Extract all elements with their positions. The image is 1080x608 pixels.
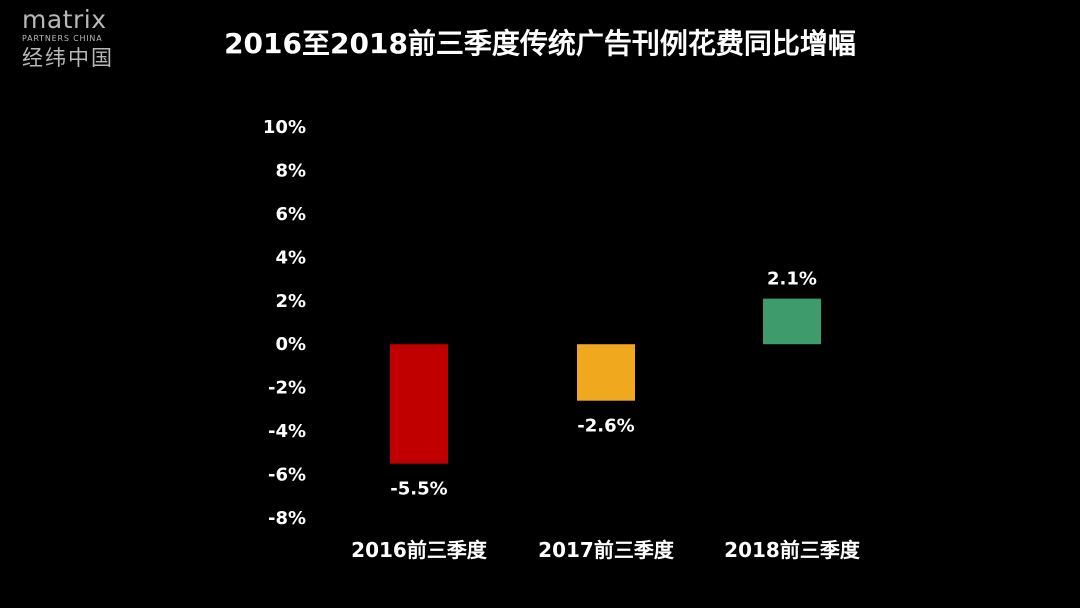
y-tick-label: 0% <box>275 334 306 355</box>
chart-title: 2016至2018前三季度传统广告刊例花费同比增幅 <box>224 27 856 60</box>
y-tick-label: 2% <box>275 291 306 312</box>
x-axis: 2016前三季度 2017前三季度 2018前三季度 <box>351 538 861 562</box>
x-category-label: 2017前三季度 <box>538 538 675 562</box>
logo-subtitle: PARTNERS CHINA <box>22 34 103 43</box>
data-label: -2.6% <box>577 416 634 437</box>
y-tick-label: 4% <box>275 247 306 268</box>
data-label: 2.1% <box>767 269 817 290</box>
x-category-label: 2018前三季度 <box>724 538 861 562</box>
bar-series <box>390 298 821 464</box>
x-category-label: 2016前三季度 <box>351 538 488 562</box>
data-label: -5.5% <box>390 479 447 500</box>
value-labels: -5.5% -2.6% 2.1% <box>390 269 817 500</box>
y-tick-label: 6% <box>275 204 306 225</box>
y-tick-label: -2% <box>268 378 306 399</box>
y-tick-label: 10% <box>263 117 306 138</box>
bar <box>390 344 448 464</box>
logo-chinese-name: 经纬中国 <box>22 46 114 70</box>
y-axis: 10% 8% 6% 4% 2% 0% -2% -4% -6% -8% <box>263 117 306 529</box>
matrix-partners-logo: matrix PARTNERS CHINA 经纬中国 <box>22 6 132 72</box>
bar <box>577 344 635 401</box>
y-tick-label: -6% <box>268 465 306 486</box>
y-tick-label: -8% <box>268 508 306 529</box>
y-tick-label: -4% <box>268 421 306 442</box>
logo-wordmark: matrix <box>22 5 107 34</box>
bar <box>763 298 821 345</box>
y-tick-label: 8% <box>275 160 306 181</box>
